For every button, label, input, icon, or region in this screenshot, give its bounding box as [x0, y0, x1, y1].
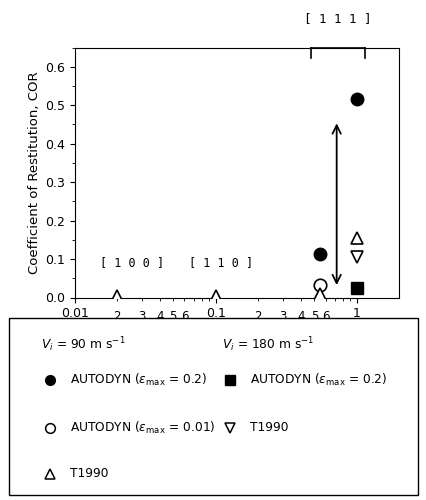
Text: 3: 3: [279, 310, 286, 322]
Text: 4: 4: [296, 310, 304, 322]
Text: 5: 5: [169, 310, 176, 322]
Text: 2: 2: [113, 310, 121, 322]
Text: 3: 3: [138, 310, 145, 322]
Text: AUTODYN ($\varepsilon_{\mathrm{max}}$ = 0.2): AUTODYN ($\varepsilon_{\mathrm{max}}$ = …: [70, 372, 207, 388]
Text: [ 1 0 0 ]: [ 1 0 0 ]: [99, 256, 163, 270]
Text: 5: 5: [310, 310, 317, 322]
Text: 4: 4: [155, 310, 163, 322]
Text: $\it{V_i}$ = 90 m s$^{-1}$: $\it{V_i}$ = 90 m s$^{-1}$: [41, 335, 126, 354]
Text: T1990: T1990: [250, 421, 288, 434]
Text: AUTODYN ($\varepsilon_{\mathrm{max}}$ = 0.2): AUTODYN ($\varepsilon_{\mathrm{max}}$ = …: [250, 372, 387, 388]
Text: Yield stress, $\sigma_y$ (GPa): Yield stress, $\sigma_y$ (GPa): [149, 330, 324, 350]
Text: 6: 6: [180, 310, 188, 322]
Text: [ 1 1 1 ]: [ 1 1 1 ]: [303, 12, 371, 25]
Text: $\it{V_i}$ = 180 m s$^{-1}$: $\it{V_i}$ = 180 m s$^{-1}$: [221, 335, 314, 354]
Text: AUTODYN ($\varepsilon_{\mathrm{max}}$ = 0.01): AUTODYN ($\varepsilon_{\mathrm{max}}$ = …: [70, 420, 215, 436]
Text: [ 1 1 0 ]: [ 1 1 0 ]: [189, 256, 253, 270]
Y-axis label: Coefficient of Restitution, COR: Coefficient of Restitution, COR: [28, 71, 41, 274]
Text: 6: 6: [321, 310, 328, 322]
Text: 2: 2: [254, 310, 261, 322]
Text: T1990: T1990: [70, 467, 108, 480]
